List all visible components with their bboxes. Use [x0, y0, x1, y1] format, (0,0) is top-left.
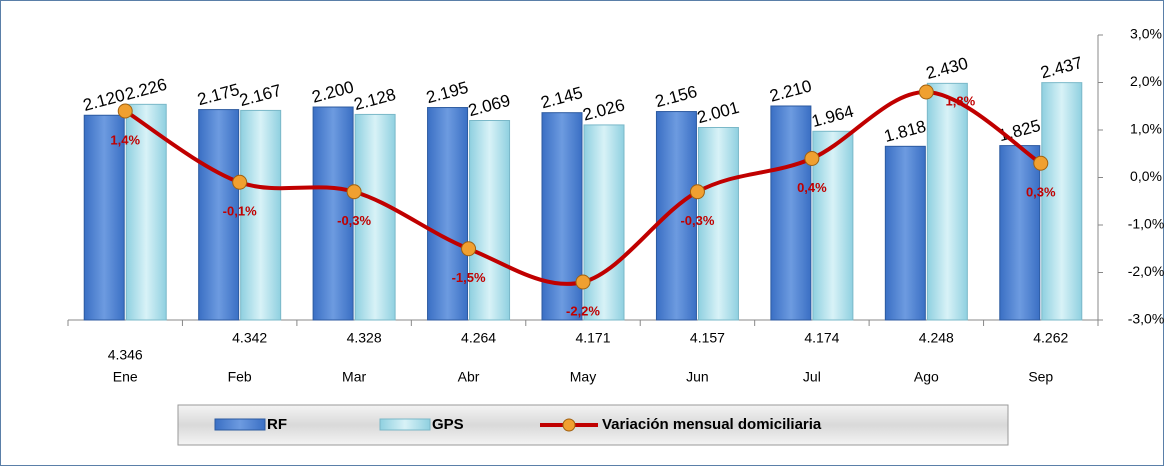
marker — [461, 241, 477, 257]
bar — [655, 111, 697, 321]
bar-label: 2.430 — [924, 54, 970, 83]
line-label: -0,3% — [680, 213, 714, 228]
line-label: 0,4% — [797, 180, 827, 195]
bar-label: 1.825 — [997, 116, 1043, 145]
x-tick-label: Jul — [803, 369, 821, 385]
bar-label: 2.145 — [539, 83, 585, 112]
total-label: 4.342 — [232, 330, 267, 346]
x-tick-label: May — [570, 369, 596, 385]
bar — [125, 103, 167, 321]
x-tick-label: Sep — [1028, 369, 1053, 385]
bar-label: 2.195 — [424, 78, 470, 107]
bar-label: 1.964 — [810, 102, 856, 131]
x-tick-label: Mar — [342, 369, 366, 385]
bar — [83, 114, 125, 321]
y2-tick-label: -2,0% — [1128, 263, 1164, 279]
bar — [198, 109, 240, 321]
y2-tick-label: 2,0% — [1130, 73, 1162, 89]
line-label: 1,8% — [946, 93, 976, 108]
y2-tick-label: 0,0% — [1130, 168, 1162, 184]
marker — [918, 84, 934, 100]
bar — [1041, 82, 1083, 321]
bar — [469, 120, 511, 321]
legend-label: RF — [267, 416, 287, 433]
marker — [117, 103, 133, 119]
bar — [583, 124, 625, 321]
y2-tick-label: -3,0% — [1128, 311, 1164, 327]
bar-label: 2.200 — [310, 77, 356, 106]
marker — [804, 151, 820, 166]
bar-label: 2.001 — [695, 98, 741, 127]
bar — [354, 113, 396, 321]
bar-label: 2.210 — [768, 76, 814, 105]
marker — [346, 184, 362, 200]
bar-label: 2.437 — [1039, 53, 1085, 82]
bar — [884, 145, 926, 321]
marker — [232, 174, 248, 190]
bar-label: 2.128 — [352, 85, 398, 114]
bar-label: 2.069 — [466, 91, 512, 120]
marker — [1033, 155, 1049, 171]
x-tick-label: Ago — [914, 369, 939, 385]
line-label: 1,4% — [110, 132, 140, 147]
bar-label: 2.026 — [581, 95, 627, 124]
bar — [312, 106, 354, 321]
bar — [770, 105, 812, 321]
total-label: 4.174 — [804, 330, 839, 346]
x-tick-label: Jun — [686, 369, 709, 385]
bar — [541, 112, 583, 321]
bar — [427, 107, 469, 321]
total-label: 4.346 — [108, 347, 143, 363]
y2-tick-label: -1,0% — [1128, 216, 1164, 232]
x-tick-label: Ene — [113, 369, 138, 385]
total-label: 4.262 — [1033, 330, 1068, 346]
bar-label: 2.156 — [653, 82, 699, 111]
legend-swatch — [214, 418, 266, 431]
bar — [240, 109, 282, 321]
total-label: 4.157 — [690, 330, 725, 346]
bar — [999, 145, 1041, 321]
line-label: -1,5% — [452, 270, 486, 285]
line-label: 0,3% — [1026, 185, 1056, 200]
legend-marker — [562, 418, 576, 432]
marker — [575, 274, 591, 290]
legend-label: Variación mensual domiciliaria — [602, 416, 822, 433]
y2-tick-label: 1,0% — [1130, 121, 1162, 137]
legend-label: GPS — [432, 416, 464, 433]
line-label: -0,3% — [337, 213, 371, 228]
x-tick-label: Feb — [228, 369, 252, 385]
line-label: -0,1% — [223, 204, 257, 219]
total-label: 4.248 — [919, 330, 954, 346]
legend-box — [177, 404, 1009, 446]
x-tick-label: Abr — [458, 369, 480, 385]
total-label: 4.171 — [575, 330, 610, 346]
y2-tick-label: 3,0% — [1130, 26, 1162, 42]
line-label: -2,2% — [566, 303, 600, 318]
marker — [689, 184, 705, 200]
legend-swatch — [379, 418, 431, 431]
bar-label: 1.818 — [882, 117, 928, 146]
total-label: 4.328 — [347, 330, 382, 346]
bar-label: 2.167 — [237, 81, 283, 110]
bar-label: 2.226 — [123, 75, 169, 104]
bar — [926, 82, 968, 321]
total-label: 4.264 — [461, 330, 496, 346]
bar — [812, 130, 854, 321]
bar-label: 2.175 — [195, 80, 241, 109]
bar — [697, 126, 739, 321]
